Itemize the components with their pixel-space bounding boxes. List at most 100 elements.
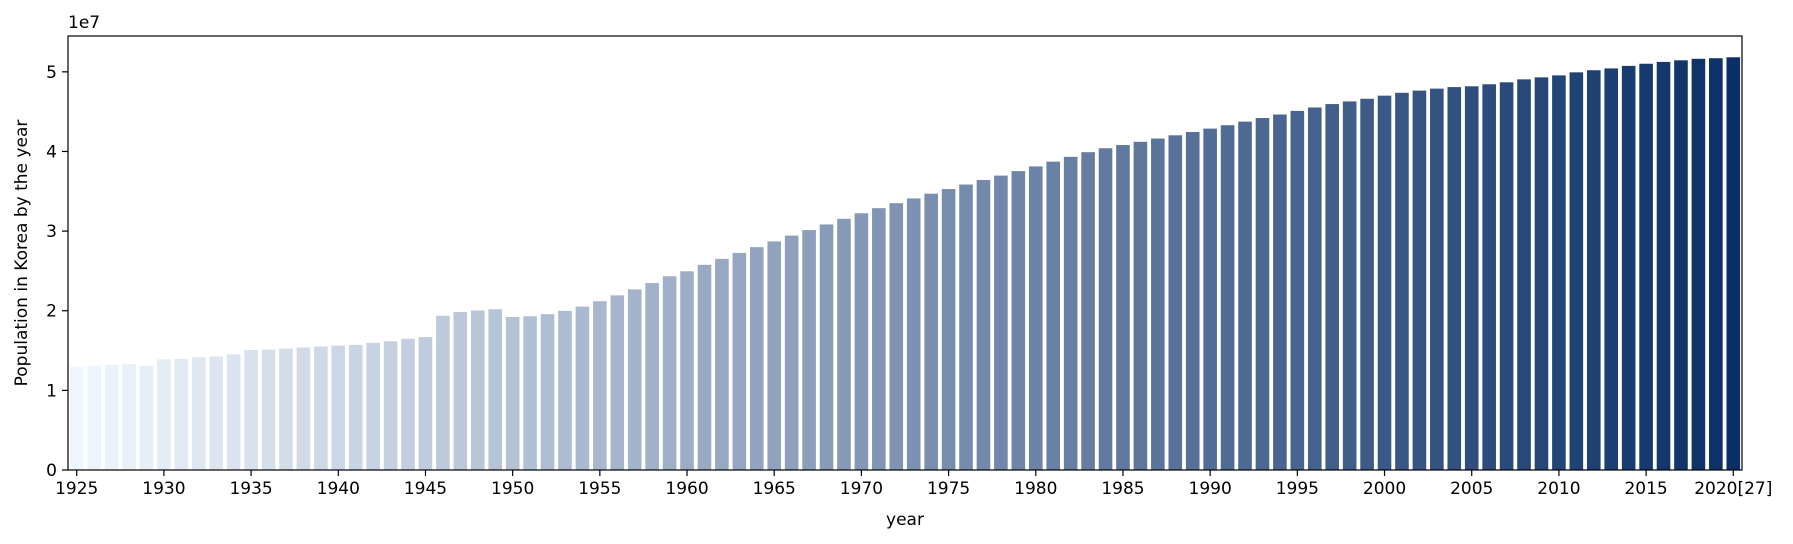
x-tick-label: 1985 (1101, 479, 1144, 499)
bar-1941 (348, 344, 363, 470)
bar-2015 (1639, 63, 1653, 470)
bar-1978 (994, 175, 1008, 470)
bar-1930 (157, 359, 171, 470)
bar-1995 (1290, 110, 1305, 470)
y-tick-label: 3 (46, 222, 57, 242)
bar-1992 (1238, 121, 1252, 471)
bar-1980 (1028, 166, 1043, 470)
bar-2010 (1552, 75, 1566, 470)
y-axis: 0 1 2 3 4 5 (46, 63, 68, 481)
bar-1940 (331, 345, 346, 470)
x-tick-label: 1995 (1276, 479, 1319, 499)
bar-1926 (87, 365, 101, 470)
bar-1962 (715, 258, 729, 470)
bar-1964 (749, 247, 764, 470)
y-tick-label: 2 (46, 302, 57, 322)
bar-1937 (279, 348, 293, 470)
bar-2020[27] (1726, 57, 1741, 471)
bar-1961 (697, 264, 712, 470)
bar-2019 (1709, 58, 1723, 470)
x-tick-label: 1980 (1014, 479, 1057, 499)
bar-1982 (1063, 156, 1078, 470)
bar-2013 (1604, 68, 1619, 471)
bar-1934 (226, 354, 241, 470)
bar-1987 (1151, 138, 1165, 471)
bar-1977 (976, 180, 991, 471)
bar-2007 (1499, 82, 1514, 470)
bar-1972 (889, 203, 904, 470)
bar-2018 (1691, 58, 1706, 471)
bar-1929 (139, 366, 154, 470)
bar-2017 (1674, 60, 1688, 470)
bar-1966 (784, 235, 799, 470)
bar-2002 (1412, 90, 1427, 470)
bar-1974 (924, 193, 938, 471)
bar-1938 (296, 347, 311, 470)
bar-1994 (1273, 114, 1287, 470)
bar-1933 (209, 356, 224, 470)
bar-1973 (906, 198, 921, 470)
bar-1968 (819, 224, 834, 470)
bar-1998 (1342, 101, 1357, 470)
x-tick-label: 1925 (55, 479, 98, 499)
y-tick-label: 0 (46, 461, 57, 481)
bar-1991 (1220, 125, 1235, 470)
x-axis-label: year (886, 510, 924, 530)
x-tick-label: 1955 (578, 479, 621, 499)
x-tick-label: 1960 (665, 479, 708, 499)
plot-frame (67, 35, 1743, 471)
x-tick-label: 1950 (491, 479, 534, 499)
bar-1971 (872, 208, 886, 470)
bar-1953 (558, 310, 572, 470)
bar-1958 (645, 283, 659, 470)
bar-1948 (470, 310, 485, 470)
bar-1976 (959, 184, 973, 470)
bar-1981 (1046, 161, 1061, 470)
bar-1959 (662, 276, 677, 470)
x-tick-label: 1970 (840, 479, 883, 499)
bars (69, 57, 1741, 471)
bar-1975 (941, 189, 956, 471)
bar-2003 (1430, 88, 1444, 471)
bar-1944 (401, 338, 415, 470)
bar-1931 (174, 358, 189, 470)
bar-1935 (244, 350, 258, 470)
bar-1988 (1168, 135, 1183, 471)
bar-1969 (837, 218, 851, 470)
bar-2006 (1482, 84, 1496, 471)
bar-1925 (69, 366, 84, 470)
bar-1956 (610, 295, 625, 470)
bar-1989 (1185, 131, 1200, 470)
bar-2014 (1621, 65, 1636, 470)
y-tick-label: 5 (46, 63, 57, 83)
x-axis: 1925 1930 1935 1940 1945 1950 1955 1960 1965 1970… (55, 470, 1772, 499)
x-tick-label: 1935 (229, 479, 272, 499)
x-tick-label: 2015 (1624, 479, 1667, 499)
bar-1946 (436, 315, 450, 470)
bar-1957 (627, 289, 642, 470)
bar-1942 (366, 342, 380, 470)
bar-1949 (488, 309, 503, 470)
bar-1999 (1360, 98, 1374, 470)
bar-2011 (1569, 72, 1584, 470)
bar-1986 (1133, 141, 1148, 471)
bar-1960 (680, 271, 694, 470)
x-tick-label: 2020[27] (1694, 479, 1772, 499)
bar-1954 (575, 306, 590, 470)
bar-1932 (191, 357, 206, 470)
bar-1963 (732, 252, 747, 470)
bar-1990 (1203, 128, 1217, 470)
y-tick-label: 4 (46, 142, 57, 162)
bar-2005 (1464, 86, 1479, 470)
bar-1945 (418, 337, 433, 470)
bar-1993 (1255, 118, 1270, 470)
bar-1950 (505, 317, 520, 470)
bar-2004 (1447, 87, 1462, 470)
bar-2009 (1534, 77, 1549, 470)
bar-1965 (767, 241, 782, 470)
bar-1984 (1098, 148, 1113, 471)
bar-2008 (1517, 79, 1531, 471)
bar-1951 (523, 316, 537, 470)
